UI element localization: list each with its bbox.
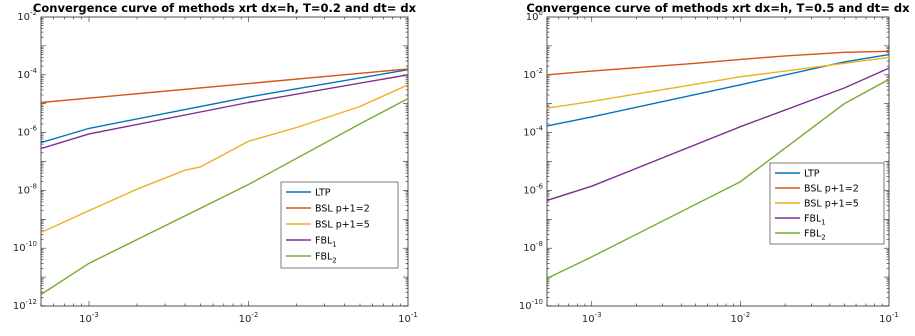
x-tick-label: 10-3	[582, 311, 602, 325]
y-tick-label: 10-4	[523, 125, 543, 139]
chart-panel-2: Convergence curve of methods xrt dx=h, T…	[519, 1, 910, 325]
legend-entry: FBL1	[315, 236, 337, 249]
y-tick-label: 10-12	[13, 298, 37, 312]
x-tick-label: 10-2	[731, 311, 751, 325]
chart-title: Convergence curve of methods xrt dx=h, T…	[526, 1, 910, 15]
series-line-5	[41, 97, 408, 296]
series-line-2	[547, 50, 889, 76]
series-line-1	[547, 53, 889, 127]
series-line-4	[547, 67, 889, 202]
x-tick-label: 10-1	[879, 311, 899, 325]
series-line-1	[41, 69, 408, 144]
y-tick-label: 10-6	[523, 182, 543, 196]
y-tick-label: 10-6	[17, 125, 37, 139]
legend-entry: FBL1	[804, 214, 826, 227]
x-tick-label: 10-3	[79, 311, 99, 325]
y-tick-label: 10-4	[17, 67, 37, 81]
legend-entry: LTP	[804, 169, 820, 180]
minor-ticks	[40, 17, 408, 307]
y-tick-label: 10-10	[13, 240, 37, 254]
y-tick-label: 10-8	[17, 182, 37, 196]
legend-entry: BSL p+1=2	[804, 184, 859, 195]
legend-entry: FBL2	[315, 252, 337, 265]
legend-entry: BSL p+1=5	[315, 220, 370, 231]
legend-entry: BSL p+1=5	[804, 199, 859, 210]
series-line-2	[41, 68, 408, 104]
legend-entry: BSL p+1=2	[315, 204, 370, 215]
x-tick-label: 10-2	[239, 311, 259, 325]
legend: LTP BSL p+1=2 BSL p+1=5 FBL1 FBL2	[769, 162, 885, 245]
y-tick-label: 10-2	[523, 67, 543, 81]
series-line-3	[41, 84, 408, 234]
legend-entry: FBL2	[804, 229, 826, 242]
x-tick-label: 10-1	[398, 311, 418, 325]
series-lines	[41, 68, 408, 296]
y-tick-label: 100	[526, 9, 543, 23]
plot-area	[546, 16, 890, 307]
legend: LTP BSL p+1=2 BSL p+1=5 FBL1 FBL2	[280, 181, 399, 269]
y-tick-label: 10-2	[17, 9, 37, 23]
series-line-3	[547, 56, 889, 109]
y-tick-label: 10-10	[519, 298, 543, 312]
series-lines	[547, 50, 889, 280]
y-tick-label: 10-8	[523, 240, 543, 254]
series-line-5	[547, 78, 889, 280]
chart-panel-1: Convergence curve of methods xrt dx=h, T…	[13, 1, 418, 325]
chart-title: Convergence curve of methods xrt dx=h, T…	[33, 1, 417, 15]
legend-box	[280, 181, 399, 269]
series-line-4	[41, 74, 408, 150]
legend-entry: LTP	[315, 188, 331, 199]
